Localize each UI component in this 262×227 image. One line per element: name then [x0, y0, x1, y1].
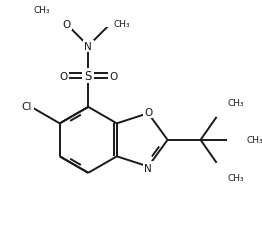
Text: CH₃: CH₃	[34, 6, 51, 15]
Text: CH₃: CH₃	[227, 173, 244, 182]
Text: O: O	[109, 71, 117, 81]
Text: N: N	[144, 163, 152, 173]
Text: Cl: Cl	[22, 101, 32, 111]
Text: S: S	[85, 70, 92, 83]
Text: O: O	[62, 20, 70, 30]
Text: CH₃: CH₃	[227, 98, 244, 107]
Text: O: O	[59, 71, 68, 81]
Text: N: N	[84, 42, 92, 52]
Text: CH₃: CH₃	[247, 136, 262, 145]
Text: CH₃: CH₃	[113, 20, 130, 29]
Text: O: O	[144, 108, 152, 118]
